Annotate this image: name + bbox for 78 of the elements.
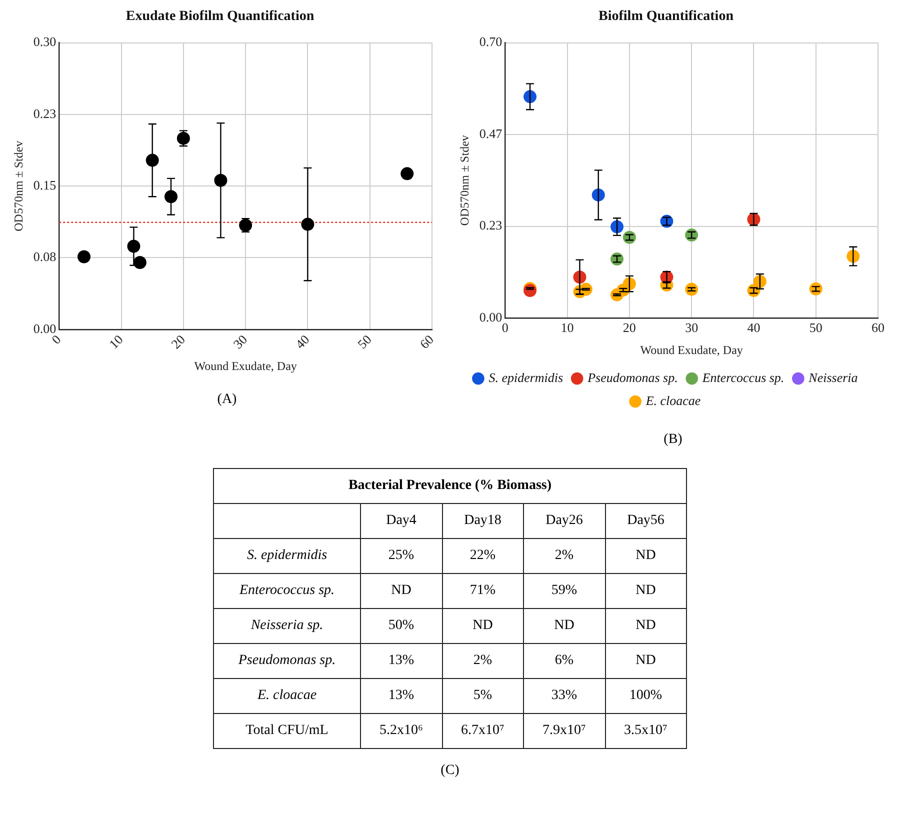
text: ND <box>472 618 493 633</box>
legend-label: Pseudomonas sp. <box>586 370 678 385</box>
chart-title: Exudate Biofilm Quantification <box>126 9 314 24</box>
text: 33% <box>551 688 578 703</box>
x-tick-label: 0 <box>502 320 508 336</box>
y-axis-title: OD570nm ± Stdev <box>11 140 26 232</box>
y-axis-title: OD570nm ± Stdev <box>457 135 472 226</box>
text: ND <box>636 548 656 563</box>
category-label: S. epidermidis <box>246 548 328 563</box>
x-tick-label: 10 <box>560 320 574 336</box>
point <box>78 250 91 264</box>
legend-label: Entercoccus sp. <box>701 370 784 385</box>
category-label: Enterococcus sp. <box>239 583 335 598</box>
text: 25% <box>388 548 414 563</box>
legend-label: E. cloacae <box>644 392 701 408</box>
text: 13% <box>388 688 414 703</box>
legend-label: Neisseria <box>808 370 858 385</box>
y-tick-label: 0.47 <box>479 126 503 141</box>
point <box>146 154 159 167</box>
text: 100% <box>629 688 662 703</box>
x-tick-label: 60 <box>416 332 437 352</box>
x-tick-label: 40 <box>292 332 312 352</box>
x-tick-label: 20 <box>168 332 188 352</box>
y-tick-label: 0.00 <box>479 309 502 324</box>
text: (A) <box>216 392 238 408</box>
text: 2% <box>473 653 492 668</box>
text: (B) <box>662 432 684 448</box>
point <box>685 228 698 242</box>
x-axis-title: Wound Exudate, Day <box>194 358 297 373</box>
text: ND <box>636 583 656 598</box>
text: 13% <box>388 653 414 668</box>
chart-title: Biofilm Quantification <box>598 9 734 24</box>
text: ND <box>636 653 656 668</box>
x-tick-label: 30 <box>685 320 698 336</box>
text: 71% <box>470 583 496 598</box>
category-label: Day26 <box>524 504 605 538</box>
x-tick-label: 20 <box>622 320 636 336</box>
y-tick-label: 0.23 <box>479 218 502 233</box>
point <box>622 230 636 244</box>
point <box>400 167 414 180</box>
text: 59% <box>551 583 578 598</box>
text: ND <box>554 618 574 633</box>
y-tick-label: 0.70 <box>479 34 502 50</box>
category-label: Day4 <box>360 504 442 538</box>
category-label: E. cloacae <box>257 688 317 703</box>
x-tick-label: 30 <box>230 332 250 352</box>
y-tick-label: 0.30 <box>33 34 56 50</box>
text: 2% <box>554 548 574 563</box>
category-label: Total CFU/mL <box>246 723 328 738</box>
point <box>610 252 624 266</box>
text: 6% <box>554 653 574 668</box>
x-axis-title: Wound Exudate, Day <box>640 342 743 357</box>
point <box>164 190 178 204</box>
text: 5% <box>473 688 492 703</box>
text: ND <box>391 583 412 598</box>
point <box>133 256 146 270</box>
text: 50% <box>388 618 414 633</box>
category-label: Neisseria sp. <box>250 618 324 633</box>
text: 6.7x10⁷ <box>461 723 504 738</box>
y-tick-label: 0.15 <box>33 178 56 193</box>
x-tick-label: 10 <box>106 332 126 352</box>
y-tick-label: 0.08 <box>33 249 56 264</box>
category-label: Pseudomonas sp. <box>238 653 336 668</box>
category-label: Day56 <box>605 504 686 538</box>
y-tick-label: 0.23 <box>33 106 56 121</box>
x-tick-label: 50 <box>354 332 374 352</box>
text: 22% <box>470 548 496 563</box>
text: ND <box>636 618 656 633</box>
text: Bacterial Prevalence (% Biomass) <box>214 468 686 504</box>
text: 5.2x10⁶ <box>380 723 423 738</box>
legend-label: S. epidermidis <box>488 370 564 385</box>
text: 3.5x10⁷ <box>624 723 668 738</box>
text: 7.9x10⁷ <box>542 723 586 738</box>
text: (C) <box>440 763 460 779</box>
category-label: Day18 <box>442 504 524 538</box>
x-tick-label: 50 <box>809 320 822 336</box>
x-tick-label: 40 <box>747 320 760 336</box>
x-tick-label: 60 <box>872 320 884 336</box>
